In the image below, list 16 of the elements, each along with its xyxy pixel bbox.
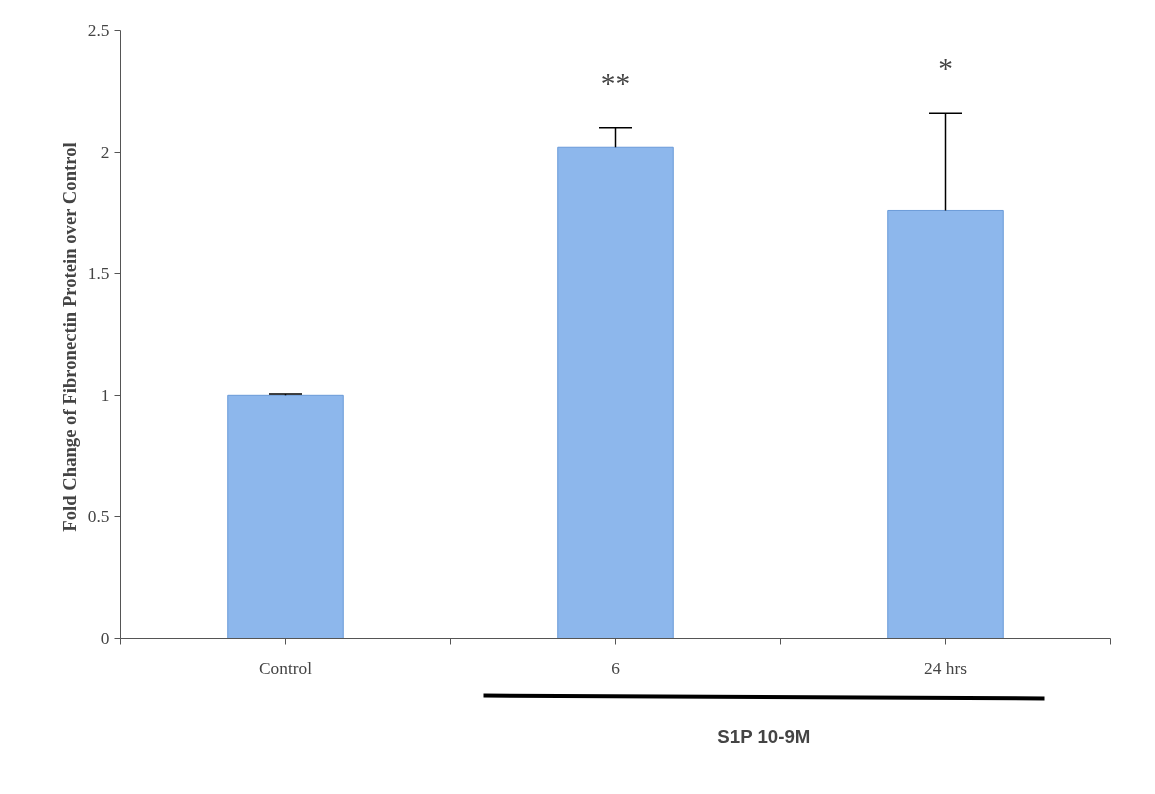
y-tick-label: 1.5 [87, 264, 110, 284]
y-tick-label: 2.5 [87, 21, 110, 40]
x-tick-label: Control [259, 658, 313, 678]
bar [557, 146, 674, 639]
x-tick-label: 24 hrs [924, 658, 968, 678]
y-tick-label: 0.5 [87, 507, 110, 527]
bar [887, 209, 1004, 639]
y-tick-label: 2 [100, 142, 110, 162]
y-tick-label: 0 [100, 629, 110, 648]
x-tick-label: 6 [611, 658, 621, 678]
y-tick-label: 1 [100, 385, 110, 405]
bar [227, 394, 344, 639]
annotation: ** [600, 66, 631, 99]
text: S1P 10-9M [717, 725, 811, 747]
y-axis-title: Fold Change of Fibronectin Protein over Control [58, 142, 80, 532]
annotation: * [938, 52, 953, 84]
